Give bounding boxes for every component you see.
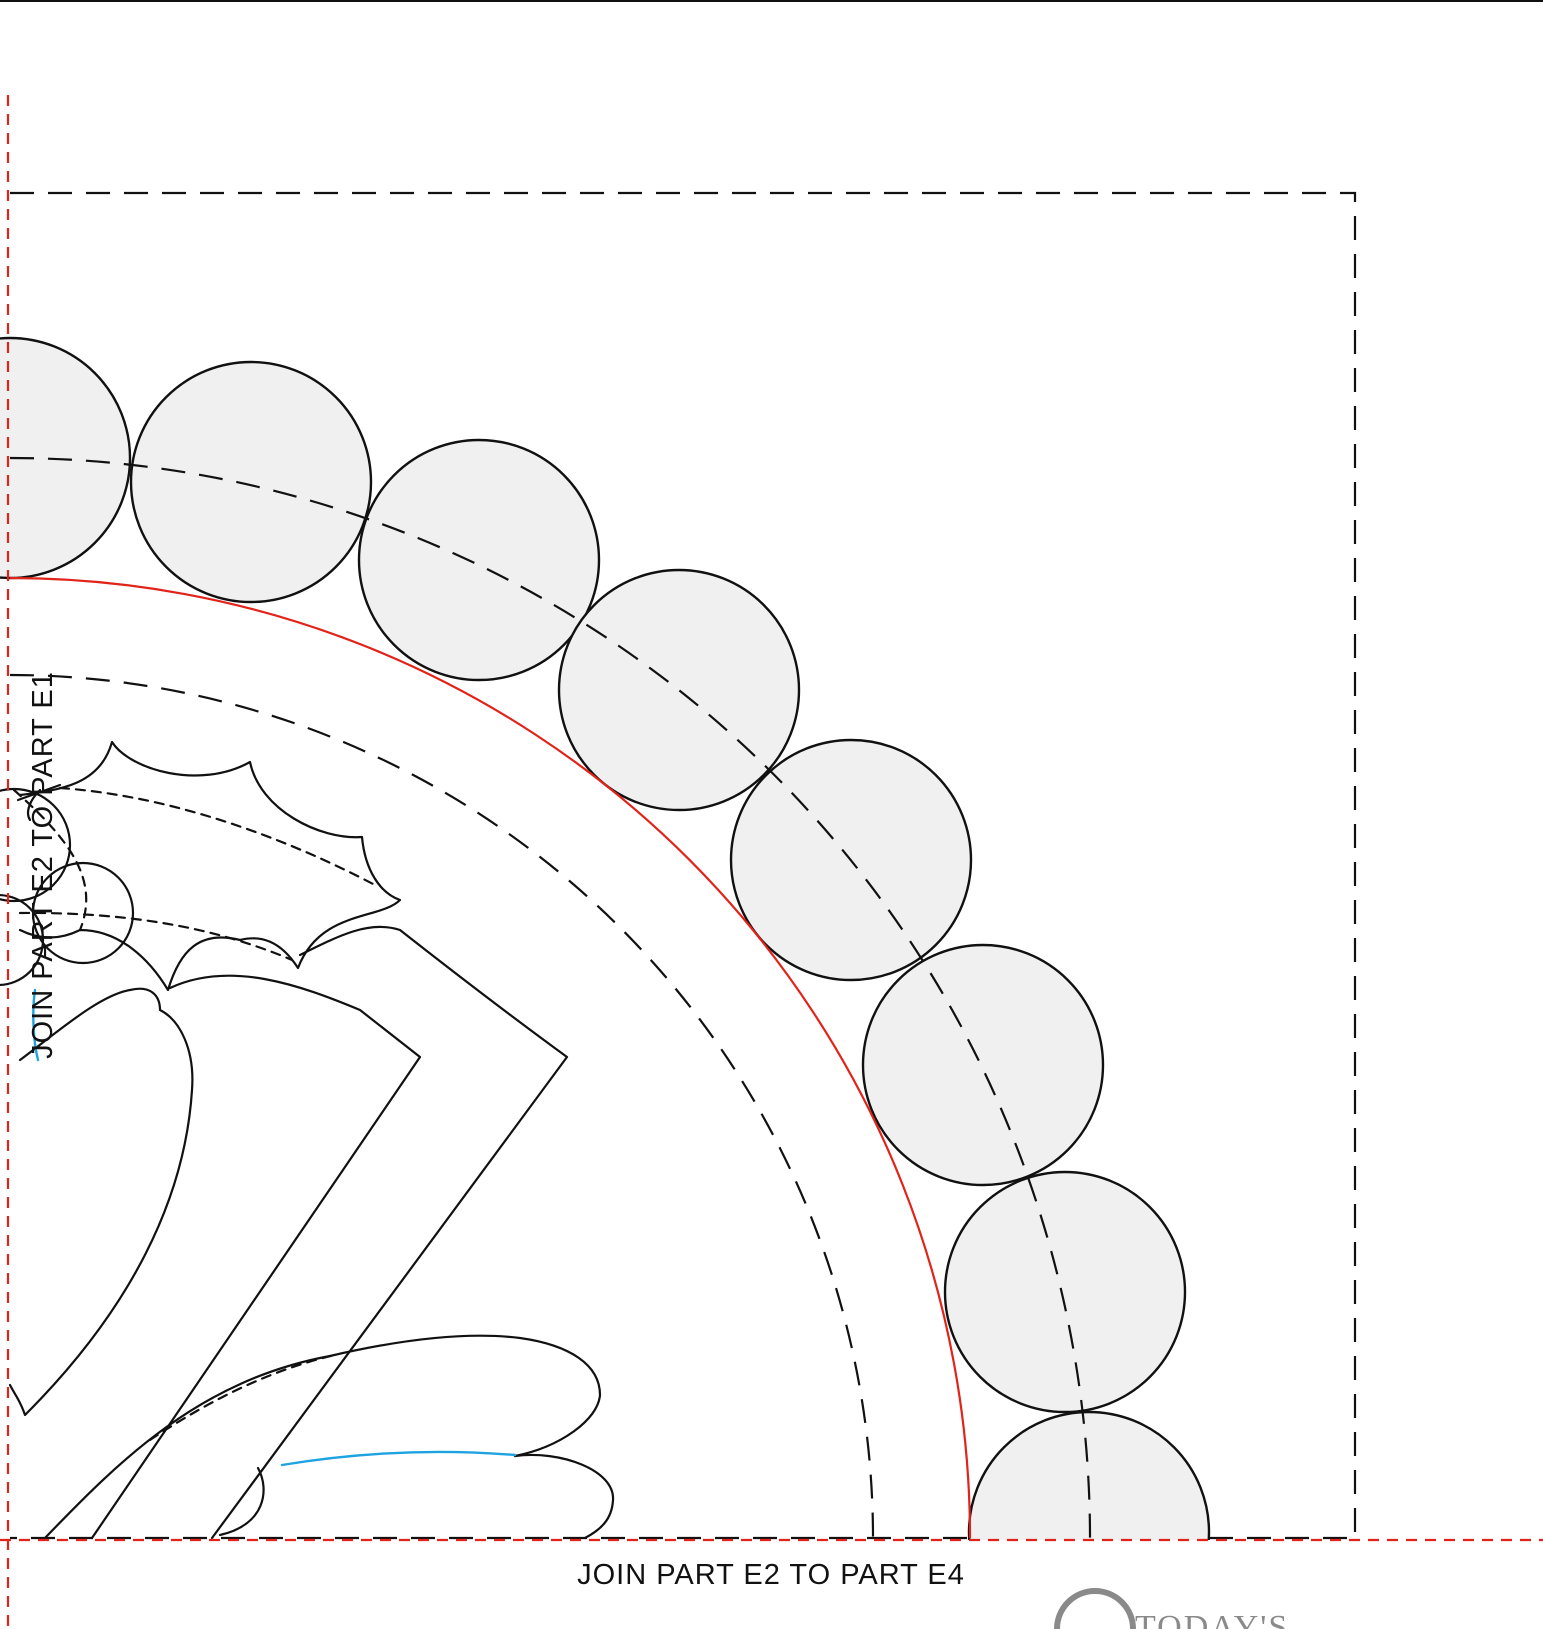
detail-lines-blue bbox=[32, 988, 517, 1467]
ribbon-inner bbox=[90, 974, 422, 1540]
join-label-bottom: JOIN PART E2 TO PART E4 bbox=[577, 1559, 965, 1591]
inner-guide-arc bbox=[9, 673, 875, 1539]
leaf-vein bbox=[18, 911, 294, 962]
ribbon-outer bbox=[210, 925, 569, 1540]
lobed-leaf bbox=[8, 987, 194, 1417]
blue-stitch-line bbox=[32, 988, 40, 1062]
berry-circle bbox=[0, 893, 45, 987]
bottom-leaf-tip bbox=[218, 1466, 265, 1537]
publisher-logo: TODAY'S bbox=[1054, 1588, 1289, 1629]
logo-text: TODAY'S bbox=[1135, 1609, 1289, 1629]
pearl-circle bbox=[943, 1170, 1187, 1414]
block-outline-dashed bbox=[10, 191, 1357, 1540]
pearl-circle bbox=[129, 360, 373, 604]
join-label-left: JOIN PART E2 TO PART E1 bbox=[27, 671, 59, 1059]
pearl-circle bbox=[557, 568, 801, 812]
bottom-margin-mask bbox=[0, 1540, 1543, 1629]
pearl-center-guide-arc bbox=[9, 456, 1092, 1539]
berry-detail bbox=[12, 788, 88, 932]
motif-outlines bbox=[0, 740, 615, 1540]
bottom-leaf-upper bbox=[43, 1334, 602, 1540]
bottom-leaf-lower bbox=[513, 1453, 615, 1540]
pearl-circle bbox=[357, 438, 601, 682]
placement-arc-red bbox=[9, 576, 972, 1539]
leaf-vein bbox=[58, 786, 377, 887]
scalloped-leaf bbox=[18, 740, 402, 992]
bottom-leaf-vein bbox=[148, 1353, 337, 1442]
pearl-circle bbox=[861, 943, 1105, 1187]
blue-stitch-line bbox=[280, 1450, 517, 1467]
small-curl bbox=[16, 783, 62, 822]
logo-mark-icon bbox=[1054, 1588, 1136, 1629]
